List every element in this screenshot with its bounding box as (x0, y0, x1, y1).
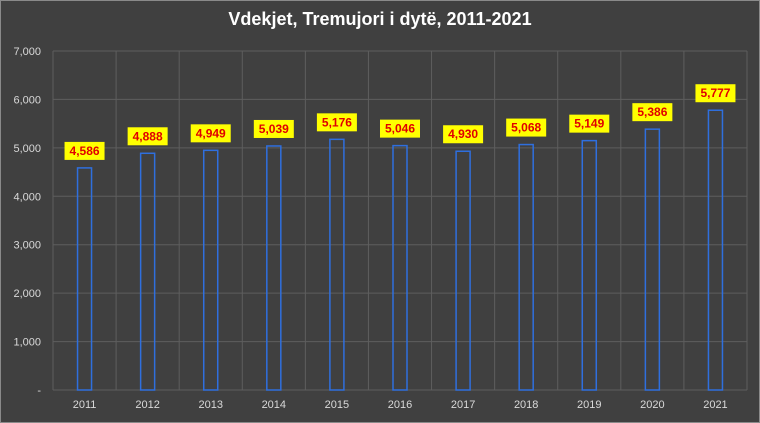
y-tick-label: 7,000 (13, 46, 41, 58)
data-label: 5,777 (700, 86, 730, 100)
data-label: 4,888 (133, 129, 163, 143)
bar (581, 139, 598, 391)
data-label-box (380, 119, 420, 138)
bar (266, 145, 282, 391)
y-tick-label: 1,000 (13, 337, 41, 349)
data-label: 4,930 (448, 127, 478, 141)
chart-title: Vdekjet, Tremujori i dytë, 2011-2021 (228, 9, 532, 29)
x-tick-label: 2013 (198, 399, 222, 411)
data-label: 5,068 (511, 121, 541, 135)
x-tick-label: 2014 (262, 399, 286, 411)
y-tick-label: 3,000 (13, 240, 41, 252)
x-tick-label: 2021 (703, 399, 727, 411)
data-label: 5,149 (574, 117, 604, 131)
bar (329, 138, 345, 391)
x-tick-label: 2011 (73, 399, 97, 411)
data-label-box (253, 119, 294, 138)
data-label-box (190, 124, 231, 143)
x-tick-label: 2017 (451, 399, 475, 411)
x-tick-label: 2016 (388, 399, 412, 411)
bar (392, 144, 408, 391)
bar (76, 167, 93, 391)
y-tick-label: 4,000 (13, 191, 41, 203)
x-tick-label: 2012 (135, 399, 159, 411)
data-label-box (316, 113, 357, 132)
x-tick-label: 2020 (640, 399, 664, 411)
data-label: 5,046 (385, 122, 415, 136)
y-tick-label: 2,000 (13, 288, 41, 300)
data-label: 4,586 (70, 144, 100, 158)
data-label: 5,386 (637, 105, 667, 119)
data-label-box (506, 118, 547, 137)
data-label-box (443, 125, 484, 144)
bar (707, 109, 724, 391)
data-label: 5,039 (259, 122, 289, 136)
data-label: 5,176 (322, 115, 352, 129)
bar (518, 143, 534, 391)
data-label-box (64, 141, 105, 160)
data-label-box (695, 84, 736, 103)
bar (455, 150, 471, 391)
data-label-box (632, 103, 673, 122)
bar (139, 152, 156, 391)
y-tick-label: - (37, 385, 41, 397)
data-label: 4,949 (196, 126, 226, 140)
data-label-box (127, 127, 168, 146)
bar (202, 149, 219, 391)
x-tick-label: 2019 (577, 399, 601, 411)
x-tick-label: 2018 (514, 399, 538, 411)
x-tick-label: 2015 (325, 399, 349, 411)
bar (644, 128, 661, 391)
y-tick-label: 6,000 (13, 94, 41, 106)
data-label-box (569, 114, 610, 133)
y-tick-label: 5,000 (13, 143, 41, 155)
